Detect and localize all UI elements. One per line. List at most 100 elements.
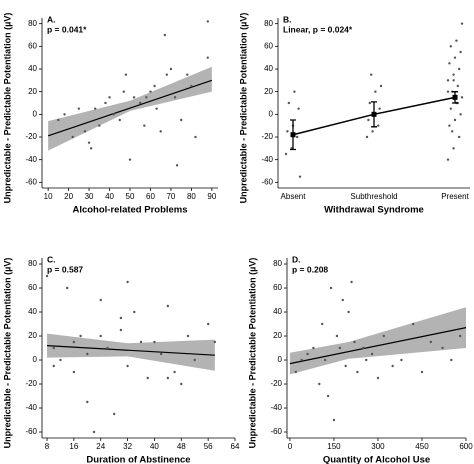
data-point: [186, 73, 189, 76]
data-point: [213, 340, 217, 344]
data-point: [298, 175, 302, 178]
y-tick-label: -40: [261, 155, 273, 164]
data-point: [367, 118, 370, 122]
data-point: [448, 124, 451, 127]
data-point: [149, 90, 152, 93]
data-point: [450, 358, 453, 362]
data-point: [206, 322, 210, 326]
data-point: [106, 346, 109, 350]
data-point: [344, 364, 347, 368]
data-point: [338, 346, 342, 350]
x-tick-label: 60: [146, 192, 155, 201]
data-point: [446, 90, 450, 93]
y-tick-label: 20: [273, 331, 282, 340]
data-point: [300, 358, 303, 362]
data-point: [350, 280, 353, 284]
data-point: [460, 22, 464, 25]
data-point: [284, 152, 288, 156]
data-point: [126, 364, 129, 368]
data-point: [306, 352, 309, 356]
data-point: [365, 358, 368, 362]
data-point: [441, 346, 444, 350]
x-tick-label: 40: [150, 442, 159, 451]
data-point: [77, 107, 81, 110]
data-point: [175, 164, 179, 167]
fit-line: [289, 327, 467, 365]
data-point: [379, 84, 383, 88]
data-point: [329, 286, 333, 290]
data-point: [118, 118, 121, 122]
y-tick-label: 40: [28, 64, 37, 73]
data-point: [79, 334, 82, 338]
x-tick-label: 70: [166, 192, 175, 201]
x-tick-label: 16: [69, 442, 78, 451]
x-tick-label: 20: [64, 192, 73, 201]
data-point: [318, 382, 321, 386]
data-point: [365, 135, 369, 139]
data-point: [341, 298, 344, 302]
data-point: [376, 376, 380, 380]
p-value: p = 0.041*: [47, 24, 87, 34]
data-point: [159, 130, 162, 133]
data-point: [294, 370, 298, 374]
data-point: [59, 358, 62, 362]
data-point: [94, 107, 97, 110]
data-point: [420, 370, 424, 374]
data-point: [52, 346, 55, 350]
data-point: [128, 158, 132, 161]
data-point: [297, 107, 300, 110]
y-tick-label: 0: [33, 109, 38, 118]
data-point: [99, 334, 102, 338]
data-point: [153, 340, 156, 344]
data-point: [448, 62, 451, 65]
y-tick-label: -20: [261, 132, 273, 141]
data-point: [139, 340, 143, 344]
x-tick-label: Subthreshold: [350, 192, 397, 201]
data-point: [456, 84, 459, 88]
y-tick-label: -40: [270, 403, 282, 412]
x-tick-label: 300: [371, 442, 385, 451]
data-point: [163, 33, 166, 37]
data-point: [89, 147, 93, 150]
y-axis-label: Unpredictable - Predictable Potentiation…: [238, 13, 248, 204]
data-point: [159, 352, 163, 356]
data-point: [65, 286, 69, 290]
data-point: [193, 358, 196, 362]
data-point: [122, 90, 126, 93]
data-point: [391, 364, 394, 368]
data-point: [124, 73, 128, 76]
y-tick-label: 20: [28, 331, 37, 340]
data-point: [458, 334, 462, 338]
data-point: [71, 135, 74, 139]
data-point: [293, 90, 296, 93]
mean-marker: [452, 94, 458, 100]
data-point: [180, 382, 183, 386]
data-point: [449, 45, 452, 48]
data-point: [458, 67, 461, 71]
data-point: [86, 400, 89, 404]
y-tick-label: 20: [28, 87, 37, 96]
data-point: [335, 334, 339, 338]
y-tick-label: -60: [25, 177, 37, 186]
y-tick-label: -60: [270, 427, 282, 436]
fit-line: [47, 79, 213, 137]
data-point: [98, 124, 101, 127]
data-point: [108, 96, 111, 99]
data-point: [173, 96, 177, 99]
data-point: [452, 147, 455, 150]
data-point: [143, 124, 146, 127]
data-point: [455, 39, 458, 42]
data-point: [353, 340, 356, 344]
data-point: [332, 418, 336, 422]
data-point: [165, 73, 169, 76]
y-tick-label: 0: [33, 355, 38, 364]
x-tick-label: Absent: [281, 192, 307, 201]
data-point: [287, 101, 290, 105]
data-point: [378, 107, 381, 110]
data-point: [451, 130, 454, 133]
panel-label: C.: [47, 254, 56, 264]
data-point: [206, 20, 209, 23]
data-point: [99, 298, 102, 302]
